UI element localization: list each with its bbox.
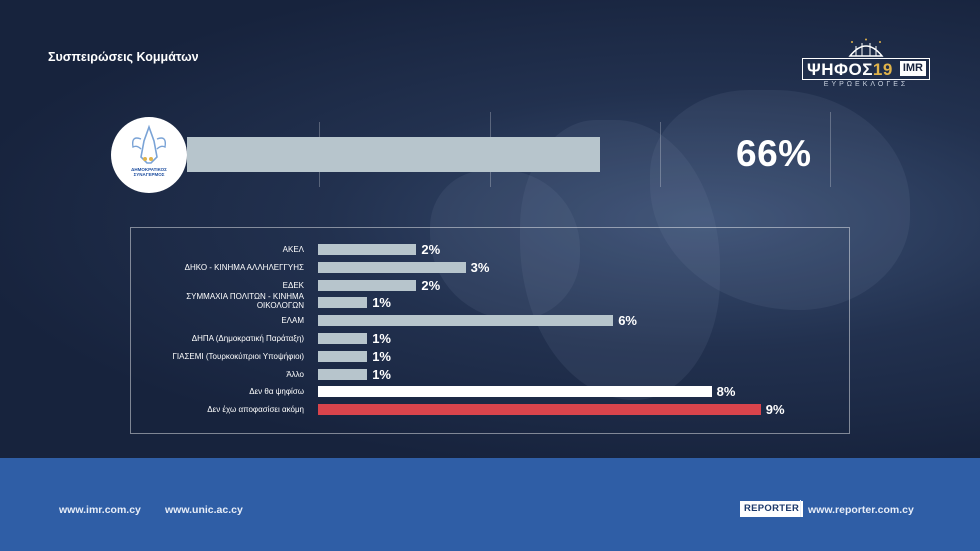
logo-text: ΨΗΦΟΣ19	[807, 60, 893, 79]
unic-website-link[interactable]: www.unic.ac.cy	[165, 504, 243, 516]
row-label-dipa: ΔΗΠΑ (Δημοκρατική Παράταξη)	[191, 334, 304, 343]
party-logo-caption: ΔΗΜΟΚΡΑΤΙΚΟΣ ΣΥΝΑΓΕΡΜΟΣ	[131, 167, 167, 177]
imr-brand-badge: IMR	[899, 61, 926, 76]
bar-value-edek: 2%	[421, 277, 441, 293]
torch-emblem-icon	[131, 124, 167, 164]
bar-disy	[187, 137, 600, 172]
background-map-shape	[430, 170, 580, 320]
row-label-elam: ΕΛΑΜ	[281, 316, 304, 326]
logo-frame: ΨΗΦΟΣ19 IMR	[802, 58, 930, 80]
bar-value-den-tha-psifiso: 8%	[716, 384, 736, 400]
parliament-dome-icon	[848, 38, 884, 57]
row-label-allo: Άλλο	[286, 369, 304, 379]
bar-anapofasistoi	[318, 404, 761, 416]
row-label-symmachia: ΣΥΜΜΑΧΙΑ ΠΟΛΙΤΩΝ - ΚΙΝΗΜΑ ΟΙΚΟΛΟΓΩΝ	[186, 292, 304, 311]
bar-value-anapofasistoi: 9%	[765, 402, 785, 418]
party-logo: ΔΗΜΟΚΡΑΤΙΚΟΣ ΣΥΝΑΓΕΡΜΟΣ	[111, 117, 187, 193]
bar-value-dipa: 1%	[372, 331, 391, 346]
row-label-diko: ΔΗΚΟ - ΚΙΝΗΜΑ ΑΛΛΗΛΕΓΓΥΗΣ	[184, 262, 304, 272]
election-logo: ΨΗΦΟΣ19 IMR ΕΥΡΩΕΚΛΟΓΕΣ	[802, 38, 934, 90]
row-label-anapofasistoi: Δεν έχω αποφασίσει ακόμη	[207, 405, 304, 415]
logo-subtitle: ΕΥΡΩΕΚΛΟΓΕΣ	[823, 81, 909, 88]
row-label-giasemi: ΓΙΑΣΕΜΙ (Τουρκοκύπριοι Υποψήφιοι)	[172, 351, 304, 361]
bar-disy-value: 66%	[736, 133, 812, 174]
bar-akel	[318, 244, 417, 255]
footer: www.imr.com.cy www.unic.ac.cy REPORTER w…	[0, 458, 980, 551]
imr-website-link[interactable]: www.imr.com.cy	[59, 504, 141, 516]
reporter-logo: REPORTER	[740, 501, 804, 517]
bar-edek	[318, 279, 417, 291]
bar-dipa	[318, 333, 368, 344]
row-label-edek: ΕΔΕΚ	[282, 280, 304, 290]
bar-allo	[318, 368, 368, 380]
bar-value-akel: 2%	[421, 242, 441, 257]
bar-den-tha-psifiso	[318, 386, 712, 398]
bar-value-diko: 3%	[470, 259, 490, 275]
bar-value-symmachia: 1%	[372, 295, 391, 311]
parties-chart-panel: ΑΚΕΛ 2% ΔΗΚΟ - ΚΙΝΗΜΑ ΑΛΛΗΛΕΓΓΥΗΣ 3% ΕΔΕΚ 2% Σ…	[130, 227, 850, 434]
footer-divider	[800, 500, 801, 517]
page-title: Συσπειρώσεις Κομμάτων	[48, 50, 199, 64]
chart-stage: Συσπειρώσεις Κομμάτων ΨΗΦΟΣ19 IMR ΕΥΡΩΕΚ…	[0, 0, 980, 458]
bar-value-allo: 1%	[372, 366, 391, 382]
background-map-shape	[650, 90, 910, 310]
reporter-website-link[interactable]: www.reporter.com.cy	[808, 504, 914, 516]
bar-symmachia	[318, 297, 368, 309]
bar-elam	[318, 315, 614, 327]
bar-giasemi	[318, 350, 368, 362]
row-label-akel: ΑΚΕΛ	[282, 245, 304, 254]
row-label-den-tha-psifiso: Δεν θα ψηφίσω	[249, 387, 304, 397]
bar-diko	[318, 261, 466, 273]
gridline	[660, 122, 661, 187]
bar-value-elam: 6%	[618, 313, 637, 329]
gridline	[830, 112, 831, 187]
bar-value-giasemi: 1%	[372, 348, 391, 364]
